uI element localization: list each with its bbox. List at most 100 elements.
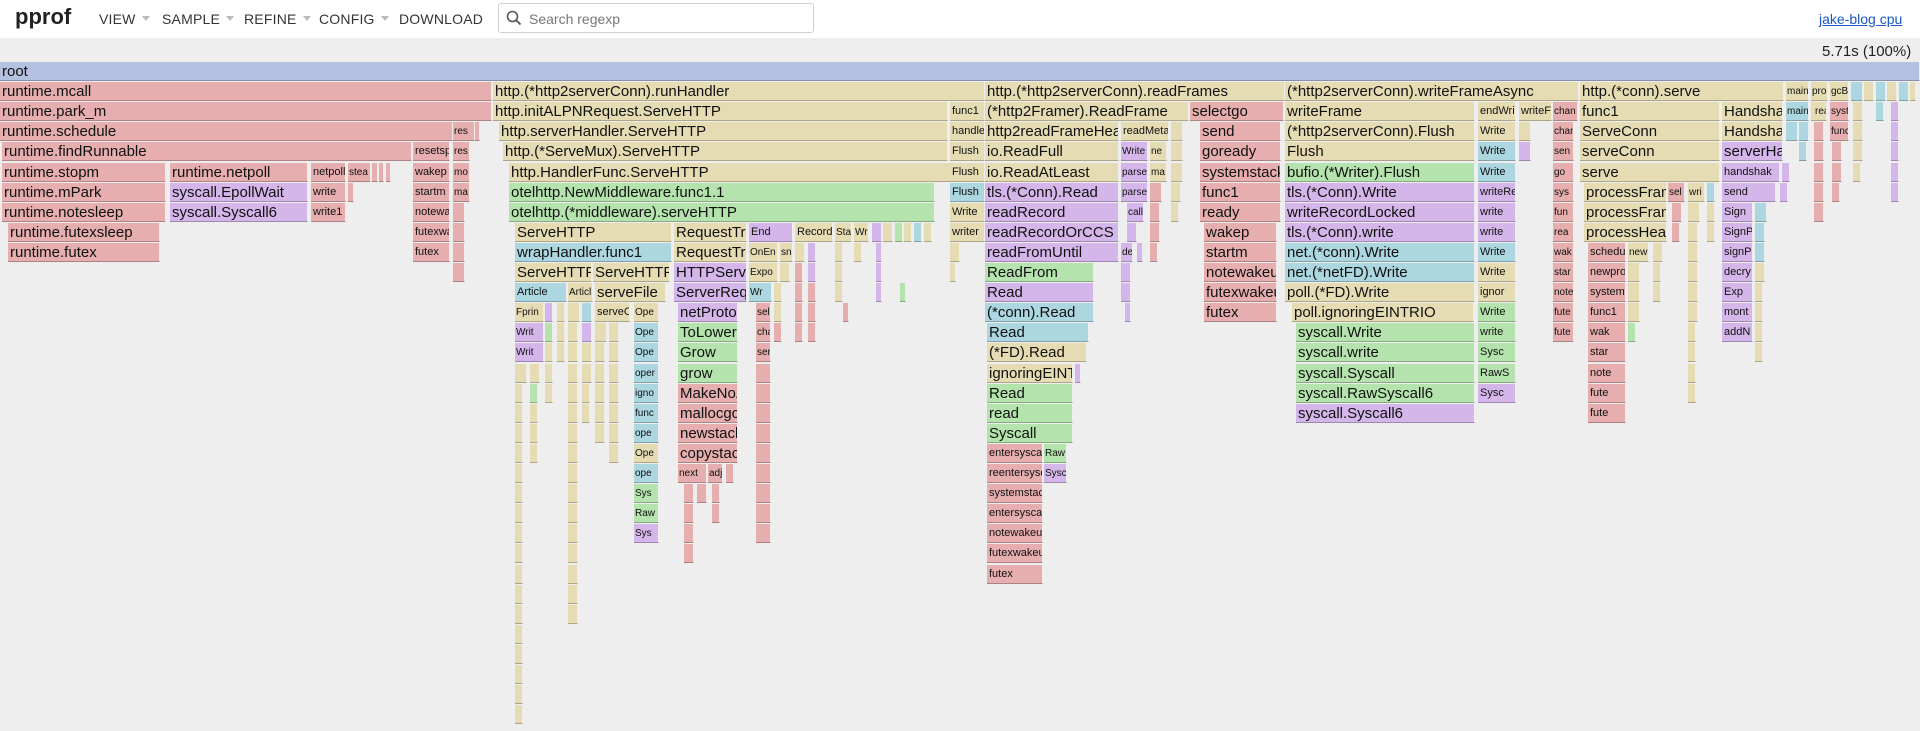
flame-frame[interactable] — [684, 524, 694, 543]
flame-frame[interactable] — [1688, 303, 1698, 322]
flame-frame[interactable] — [1814, 122, 1824, 141]
flame-frame[interactable]: sel — [1668, 183, 1685, 202]
flame-frame[interactable] — [545, 364, 553, 383]
flame-frame[interactable]: Sysc — [1044, 464, 1067, 483]
menu-download[interactable]: DOWNLOAD — [399, 11, 483, 27]
flame-frame[interactable]: fute — [1553, 323, 1574, 342]
flame-frame[interactable]: adj — [708, 464, 723, 483]
flame-frame[interactable]: HandshakeC — [1722, 102, 1783, 121]
flame-frame[interactable]: decry — [1722, 263, 1753, 282]
flame-frame[interactable] — [1851, 82, 1863, 101]
flame-frame[interactable] — [1755, 263, 1765, 282]
flame-frame[interactable] — [1755, 303, 1763, 322]
flame-frame[interactable] — [1688, 243, 1698, 262]
flame-frame[interactable]: Syscall — [987, 424, 1073, 443]
flame-frame[interactable]: call — [1127, 203, 1144, 222]
flame-frame[interactable]: write1 — [311, 203, 346, 222]
flame-frame[interactable]: fun — [1553, 203, 1574, 222]
flame-frame[interactable] — [1910, 82, 1916, 101]
flame-frame[interactable] — [530, 364, 540, 383]
flame-frame[interactable] — [1150, 203, 1160, 222]
flame-frame[interactable] — [568, 565, 578, 584]
flame-frame[interactable]: ServeConn — [1580, 122, 1720, 141]
flame-frame[interactable]: func1 — [950, 102, 985, 121]
flame-frame[interactable] — [835, 283, 843, 302]
flame-frame[interactable]: runtime.mPark — [2, 183, 166, 202]
flame-frame[interactable] — [883, 223, 893, 242]
flame-frame[interactable] — [756, 364, 771, 383]
flame-frame[interactable]: Raw — [1044, 444, 1067, 463]
flame-frame[interactable]: sel — [756, 303, 771, 322]
flame-frame[interactable]: fute — [1553, 303, 1574, 322]
flame-frame[interactable]: Read — [985, 283, 1094, 302]
flame-frame[interactable]: write — [1478, 203, 1516, 222]
flame-frame[interactable]: RequestTraceA — [674, 223, 747, 242]
flame-frame[interactable]: (*FD).Read — [987, 343, 1087, 362]
flame-frame[interactable]: ope — [634, 424, 659, 443]
flame-frame[interactable]: wakep — [413, 163, 450, 182]
flame-frame[interactable]: runtime.netpoll — [170, 163, 308, 182]
flame-frame[interactable] — [808, 283, 816, 302]
flame-frame[interactable]: SignP — [1722, 223, 1753, 242]
flame-frame[interactable] — [1876, 102, 1884, 121]
flame-frame[interactable]: futexwakeup — [1204, 283, 1277, 302]
flame-frame[interactable]: Grow — [678, 343, 738, 362]
flame-frame[interactable] — [1150, 223, 1160, 242]
flame-frame[interactable] — [515, 444, 523, 463]
flame-frame[interactable] — [515, 544, 523, 563]
flame-frame[interactable] — [1853, 102, 1863, 121]
flame-frame[interactable]: reentersysca — [987, 464, 1043, 483]
flame-frame[interactable]: ignoringEINTRIO — [987, 364, 1073, 383]
flame-frame[interactable] — [515, 484, 523, 503]
flame-frame[interactable] — [1688, 203, 1700, 222]
flame-frame[interactable] — [950, 263, 956, 282]
flame-frame[interactable]: fute — [1588, 384, 1626, 403]
flame-frame[interactable] — [1171, 142, 1183, 161]
flame-frame[interactable] — [545, 343, 553, 362]
flame-frame[interactable] — [530, 384, 538, 403]
flame-frame[interactable] — [386, 163, 391, 182]
flame-frame[interactable] — [568, 585, 578, 604]
flame-frame[interactable] — [876, 283, 882, 302]
flame-frame[interactable]: func — [634, 404, 659, 423]
flame-frame[interactable]: star — [1553, 263, 1574, 282]
flame-frame[interactable]: runtime.park_m — [0, 102, 492, 121]
flame-frame[interactable] — [568, 323, 578, 342]
flame-frame[interactable] — [372, 163, 378, 182]
flame-frame[interactable]: futex — [413, 243, 450, 262]
flame-frame[interactable]: http.serverHandler.ServeHTTP — [499, 122, 948, 141]
flame-frame[interactable] — [795, 323, 803, 342]
flame-frame[interactable] — [609, 424, 619, 443]
flame-frame[interactable]: Writ — [515, 343, 544, 362]
flame-frame[interactable]: syscall.Syscall6 — [170, 203, 308, 222]
flame-frame[interactable] — [1137, 243, 1143, 262]
menu-view[interactable]: VIEW — [99, 11, 150, 27]
flame-frame[interactable]: Wr — [749, 283, 772, 302]
flame-frame[interactable]: wak — [1588, 323, 1626, 342]
flame-frame[interactable] — [515, 364, 527, 383]
flame-frame[interactable] — [515, 665, 523, 684]
flame-frame[interactable]: processHeaders — [1584, 223, 1667, 242]
flame-frame[interactable] — [609, 444, 619, 463]
flame-frame[interactable] — [1707, 223, 1715, 242]
flame-frame[interactable] — [1171, 163, 1183, 182]
flame-frame[interactable] — [950, 243, 960, 262]
flame-frame[interactable]: wakep — [1204, 223, 1277, 242]
flame-frame[interactable] — [808, 263, 816, 282]
flame-frame[interactable]: root — [0, 62, 1920, 81]
flame-frame[interactable]: Sta — [835, 223, 852, 242]
flame-frame[interactable]: notewakeup — [1204, 263, 1277, 282]
flame-frame[interactable] — [1864, 82, 1874, 101]
flame-frame[interactable] — [582, 343, 592, 362]
flame-frame[interactable]: runtime.findRunnable — [2, 142, 412, 161]
flame-frame[interactable]: parse — [1121, 183, 1148, 202]
flame-frame[interactable] — [774, 283, 782, 302]
flame-frame[interactable]: serverHands — [1722, 142, 1783, 161]
flame-frame[interactable] — [795, 263, 803, 282]
flame-frame[interactable]: runtime.stopm — [2, 163, 166, 182]
flame-frame[interactable] — [609, 404, 619, 423]
flame-frame[interactable]: endWri — [1478, 102, 1516, 121]
flame-frame[interactable] — [568, 364, 578, 383]
flame-frame[interactable] — [1876, 82, 1886, 101]
menu-config[interactable]: CONFIG — [319, 11, 389, 27]
